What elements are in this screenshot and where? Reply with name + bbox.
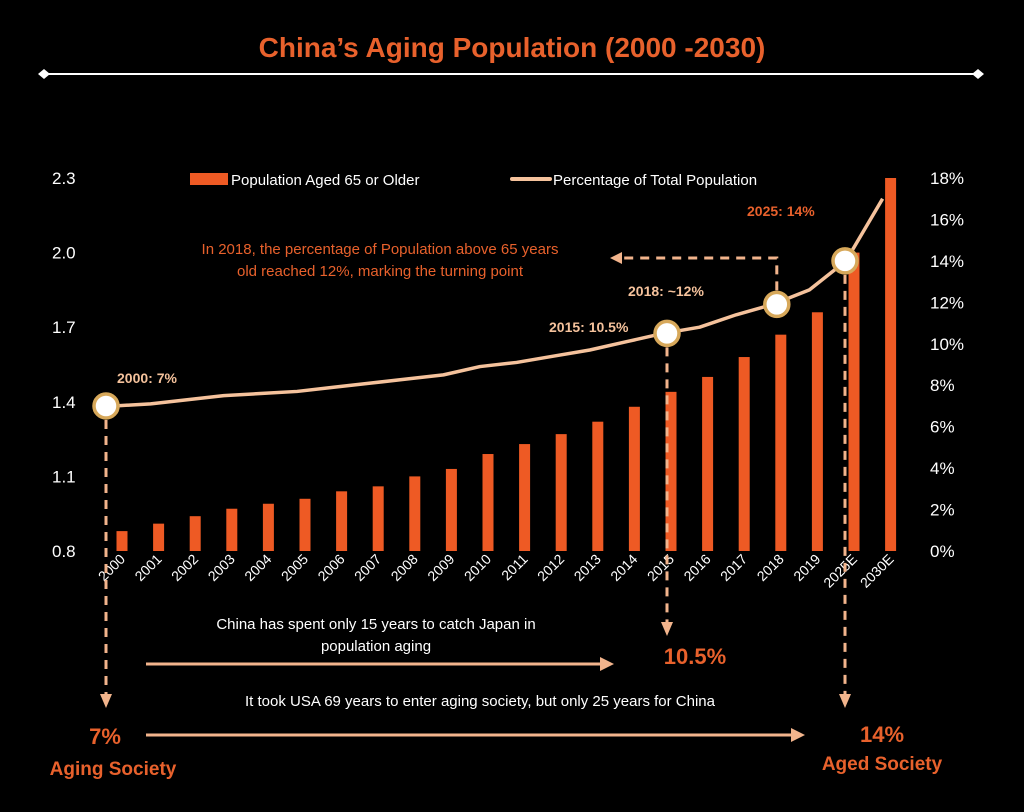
bar-series: [116, 178, 897, 551]
bar: [775, 334, 787, 551]
legend-line-label: Percentage of Total Population: [553, 172, 757, 189]
bar: [262, 503, 274, 551]
bar: [592, 421, 604, 551]
bar: [299, 498, 311, 551]
x-tick-label: 2015: [644, 551, 677, 584]
milestone-14-value: 14%: [860, 722, 904, 747]
bar: [372, 486, 384, 551]
y-left-tick-label: 0.8: [52, 542, 76, 561]
line-marker: [653, 319, 681, 348]
percentage-line: [113, 197, 885, 408]
x-tick-label: 2018: [754, 551, 787, 584]
y-left-tick-label: 1.1: [52, 467, 76, 486]
x-tick-label: 2011: [498, 551, 531, 584]
milestone-aged-label: Aged Society: [822, 754, 943, 775]
x-tick-label: 2002: [168, 551, 201, 584]
guide-lines: [100, 252, 851, 708]
x-tick-label: 2008: [388, 551, 421, 584]
bar: [482, 454, 494, 551]
bar: [555, 434, 567, 551]
bar: [702, 376, 714, 551]
callout-2025: 2025: 14%: [747, 203, 815, 219]
x-axis: 2000 2001 2002 2003 2004 2005 2006 2007 2008 2009…: [95, 551, 897, 591]
y-right-tick-label: 16%: [930, 210, 964, 229]
milestone-7-value: 7%: [89, 724, 121, 749]
x-tick-label: 2006: [314, 551, 347, 584]
y-axis-left: 0.8 1.1 1.4 1.7 2.0 2.3: [52, 169, 76, 561]
legend-bar-swatch: [190, 173, 228, 185]
bar: [116, 531, 128, 551]
bar: [885, 178, 897, 551]
y-right-tick-label: 10%: [930, 335, 964, 354]
bar: [153, 523, 165, 551]
divider-right-diamond: [972, 69, 984, 79]
y-right-tick-label: 8%: [930, 376, 955, 395]
turning-point-note-line2: old reached 12%, marking the turning poi…: [237, 263, 524, 280]
callout-2000: 2000: 7%: [117, 370, 177, 386]
line-marker: [831, 247, 859, 275]
milestone-aging-label: Aging Society: [50, 759, 177, 780]
bar: [628, 406, 640, 551]
y-left-tick-label: 2.0: [52, 244, 76, 263]
x-tick-label: 2003: [205, 551, 238, 584]
x-tick-label: 2012: [534, 551, 567, 584]
bar: [445, 468, 457, 551]
milestone-105-value: 10.5%: [664, 644, 726, 669]
bar: [409, 476, 421, 551]
y-right-tick-label: 6%: [930, 418, 955, 437]
x-tick-label: 2009: [424, 551, 457, 584]
callout-2015: 2015: 10.5%: [549, 319, 629, 335]
x-tick-label: 2017: [717, 551, 750, 584]
y-right-tick-label: 14%: [930, 252, 964, 271]
x-tick-label: 2016: [680, 551, 713, 584]
line-marker: [92, 392, 120, 420]
guide-2018-elbow: [620, 256, 779, 291]
guide-2000-arrow-head: [100, 694, 112, 708]
chart-title: China’s Aging Population (2000 -2030): [259, 32, 766, 63]
usa-note: It took USA 69 years to enter aging soci…: [245, 693, 716, 710]
line-marker: [763, 290, 791, 319]
bar: [811, 312, 823, 551]
usa-arrow-head: [791, 728, 805, 742]
y-left-tick-label: 2.3: [52, 169, 76, 188]
x-tick-label: 2007: [351, 551, 384, 584]
x-tick-label: 2019: [790, 551, 823, 584]
bar: [738, 357, 750, 551]
y-right-tick-label: 0%: [930, 542, 955, 561]
y-left-tick-label: 1.4: [52, 393, 76, 412]
line-series: [92, 197, 885, 420]
x-tick-label: 2014: [607, 551, 640, 584]
guide-2015-arrow-head: [661, 622, 673, 636]
japan-note-line1: China has spent only 15 years to catch J…: [216, 616, 535, 633]
x-tick-label: 2004: [241, 551, 274, 584]
bar: [226, 508, 238, 551]
x-tick-label: 2000: [95, 551, 128, 584]
legend-bar-label: Population Aged 65 or Older: [231, 172, 419, 189]
japan-arrow-head: [600, 657, 614, 671]
bar: [665, 391, 677, 551]
japan-note-line2: population aging: [321, 638, 431, 655]
callout-2018: 2018: ~12%: [628, 283, 704, 299]
y-axis-right: 0% 2% 4% 6% 8% 10% 12% 14% 16% 18%: [930, 169, 964, 561]
guide-2025-arrow-head: [839, 694, 851, 708]
x-tick-label: 2030E: [857, 551, 897, 591]
bar: [848, 252, 860, 551]
x-tick-label: 2025E: [820, 551, 860, 591]
bar: [519, 444, 531, 551]
x-tick-label: 2013: [571, 551, 604, 584]
turning-point-note-line1: In 2018, the percentage of Population ab…: [202, 241, 559, 258]
y-right-tick-label: 12%: [930, 293, 964, 312]
divider-left-diamond: [38, 69, 50, 79]
y-right-tick-label: 2%: [930, 501, 955, 520]
x-tick-label: 2001: [131, 551, 164, 584]
x-tick-label: 2005: [278, 551, 311, 584]
bar: [336, 491, 348, 551]
y-left-tick-label: 1.7: [52, 318, 76, 337]
x-tick-label: 2010: [461, 551, 494, 584]
bar: [189, 516, 201, 551]
y-right-tick-label: 4%: [930, 459, 955, 478]
guide-2018-arrow-head: [610, 252, 622, 264]
y-right-tick-label: 18%: [930, 169, 964, 188]
